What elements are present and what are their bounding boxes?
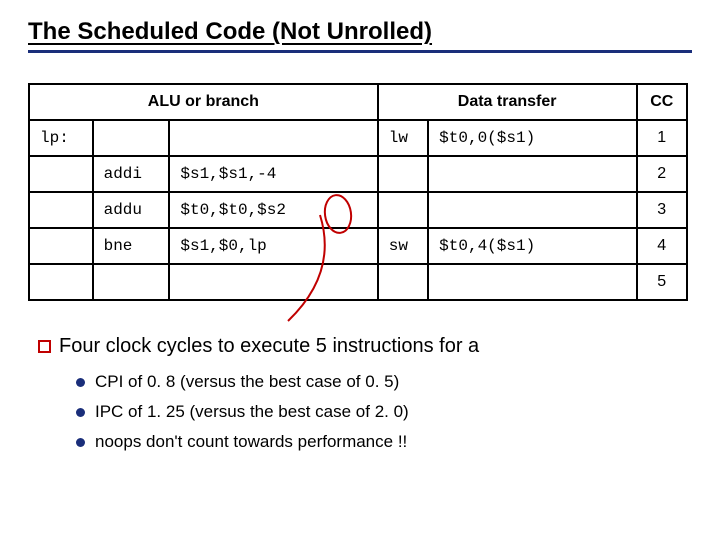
sub-bullet-line: noops don't count towards performance !!: [76, 432, 692, 452]
table-row: addu $t0,$t0,$s2 3: [29, 192, 687, 228]
sub-bullet-text: IPC of 1. 25 (versus the best case of 2.…: [95, 402, 409, 422]
cell-arg: $s1,$s1,-4: [169, 156, 377, 192]
cell-darg: [428, 192, 636, 228]
cell-op: [93, 120, 170, 156]
cell-darg: [428, 156, 636, 192]
cell-dop: lw: [378, 120, 428, 156]
cell-op: [93, 264, 170, 300]
sub-bullet-line: CPI of 0. 8 (versus the best case of 0. …: [76, 372, 692, 392]
table-header-row: ALU or branch Data transfer CC: [29, 84, 687, 120]
table-row: addi $s1,$s1,-4 2: [29, 156, 687, 192]
table-row: lp: lw $t0,0($s1) 1: [29, 120, 687, 156]
bullet-section: Four clock cycles to execute 5 instructi…: [38, 335, 692, 452]
cell-arg: [169, 120, 377, 156]
cell-dop: [378, 192, 428, 228]
slide-title-wrap: The Scheduled Code (Not Unrolled): [28, 18, 692, 53]
cell-arg: $s1,$0,lp: [169, 228, 377, 264]
main-bullet-line: Four clock cycles to execute 5 instructi…: [38, 335, 692, 358]
header-data: Data transfer: [378, 84, 637, 120]
header-alu: ALU or branch: [29, 84, 378, 120]
cell-dop: [378, 156, 428, 192]
sub-bullet-line: IPC of 1. 25 (versus the best case of 2.…: [76, 402, 692, 422]
table-row: 5: [29, 264, 687, 300]
cell-op: addi: [93, 156, 170, 192]
bullet-dot-icon: [76, 438, 85, 447]
cell-cc: 3: [637, 192, 687, 228]
schedule-table: ALU or branch Data transfer CC lp: lw $t…: [28, 83, 688, 301]
cell-label: [29, 264, 93, 300]
hollow-square-icon: [38, 340, 51, 353]
sub-bullet-text: CPI of 0. 8 (versus the best case of 0. …: [95, 372, 399, 392]
sub-bullet-text: noops don't count towards performance !!: [95, 432, 407, 452]
cell-label: [29, 228, 93, 264]
main-bullet-text: Four clock cycles to execute 5 instructi…: [59, 335, 479, 358]
cell-dop: sw: [378, 228, 428, 264]
bullet-dot-icon: [76, 378, 85, 387]
cell-dop: [378, 264, 428, 300]
cell-label: [29, 156, 93, 192]
cell-darg: $t0,0($s1): [428, 120, 636, 156]
cell-label: lp:: [29, 120, 93, 156]
cell-cc: 2: [637, 156, 687, 192]
slide-title: The Scheduled Code (Not Unrolled): [28, 18, 432, 45]
cell-cc: 5: [637, 264, 687, 300]
cell-arg: $t0,$t0,$s2: [169, 192, 377, 228]
cell-arg: [169, 264, 377, 300]
cell-op: addu: [93, 192, 170, 228]
bullet-dot-icon: [76, 408, 85, 417]
cell-darg: [428, 264, 636, 300]
cell-op: bne: [93, 228, 170, 264]
cell-cc: 4: [637, 228, 687, 264]
table-row: bne $s1,$0,lp sw $t0,4($s1) 4: [29, 228, 687, 264]
cell-cc: 1: [637, 120, 687, 156]
cell-darg: $t0,4($s1): [428, 228, 636, 264]
cell-label: [29, 192, 93, 228]
header-cc: CC: [637, 84, 687, 120]
